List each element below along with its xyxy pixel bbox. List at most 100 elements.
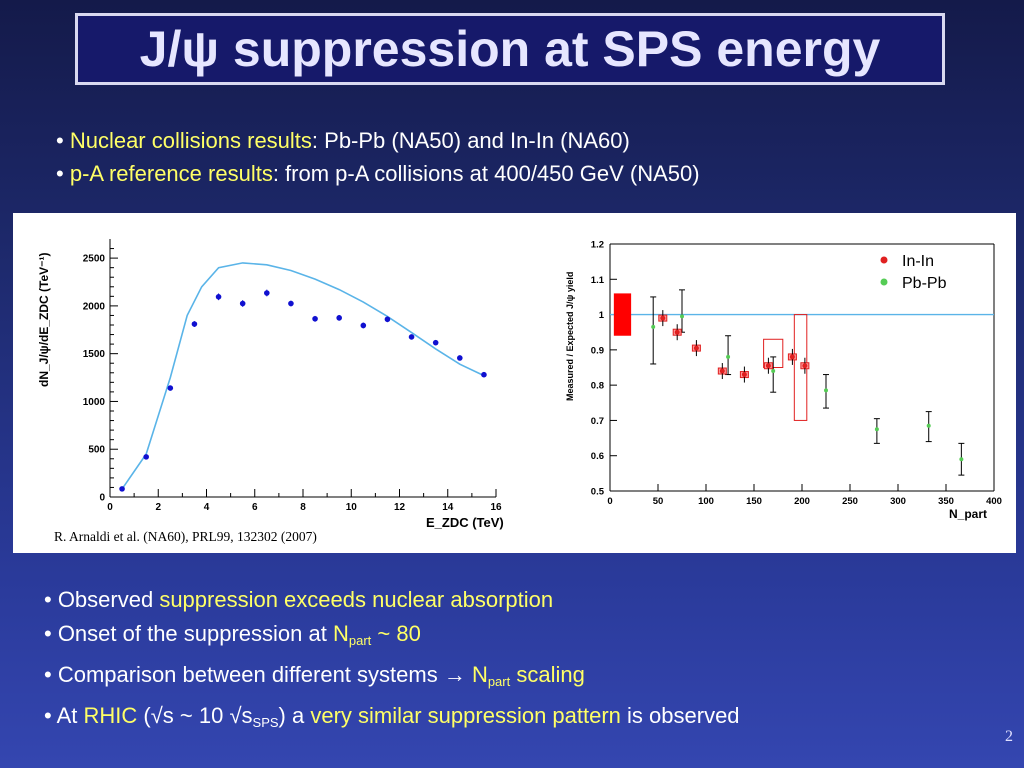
highlight-text: suppression exceeds nuclear absorption [159,587,554,612]
legend-pbpb-marker [880,278,888,286]
top-bullet-2: • p-A reference results: from p-A collis… [56,157,700,190]
bottom-bullet-3: • Comparison between different systems →… [44,658,740,699]
bullet-text: • Observed [44,587,160,612]
inin-point [802,363,808,369]
highlight-text: RHIC [83,703,138,728]
npart-sub: part [487,674,511,689]
npart-n: N [332,621,349,646]
pbpb-point [874,427,879,432]
npart-n: N [471,662,488,687]
highlight-text: Npart scaling [471,662,585,689]
y-tick-label: 0 [99,493,105,504]
y-tick-label: 0.8 [591,381,604,392]
inin-point [765,363,771,369]
bottom-bullet-4: • At RHIC (√s ~ 10 √sSPS) a very similar… [44,699,740,740]
data-point [432,339,439,346]
x-axis-label: E_ZDC (TeV) [426,515,504,530]
data-point [167,385,174,391]
x-tick-label: 2 [155,502,161,513]
top-bullets: • Nuclear collisions results: Pb-Pb (NA5… [56,124,700,190]
bottom-bullet-1: • Observed suppression exceeds nuclear a… [44,583,740,617]
y-axis-label: dN_J/ψ/dE_ZDC (TeV⁻¹) [37,253,51,388]
bullet-text: • Comparison between different systems → [44,662,472,687]
sps-sub: SPS [252,715,279,730]
data-point [215,294,222,300]
data-point [288,300,294,307]
legend-pbpb-label: Pb-Pb [902,275,947,292]
citation: R. Arnaldi et al. (NA60), PRL99, 132302 … [54,529,317,544]
x-tick-label: 400 [986,496,1002,507]
x-tick-label: 250 [842,496,858,507]
y-tick-label: 1.1 [591,275,605,286]
highlight-text: Npart ~ 80 [332,621,421,648]
data-point [481,371,487,378]
x-tick-label: 200 [794,496,810,507]
data-point [384,316,391,323]
y-tick-label: 1000 [83,397,106,408]
inin-point [789,354,795,360]
legend-inin-marker [880,256,888,264]
bullet-text: (√s ~ 10 √s [137,703,253,728]
data-point [360,322,367,329]
npart-chart: 0 50 100 150 200 250 300 350 400 0.5 0.6 0.7 0.8 0.9 1… [565,240,1002,522]
y-tick-label: 500 [88,445,105,456]
y-tick-label: 2000 [83,301,106,312]
x-tick-label: 12 [394,502,406,513]
data-point [119,486,125,492]
bullet-text: : from p-A collisions at 400/450 GeV (NA… [272,161,700,186]
title-box: J/ψ suppression at SPS energy [75,13,945,85]
pbpb-point [651,324,656,329]
inin-point [674,329,680,335]
x-axis-label: N_part [949,507,987,521]
data-point [312,315,318,322]
y-tick-label: 1.2 [591,240,604,251]
inin-point [660,315,666,321]
bottom-bullets: • Observed suppression exceeds nuclear a… [44,583,740,740]
x-tick-label: 4 [204,502,210,513]
bullet-text: : Pb-Pb (NA50) and In-In (NA60) [311,128,630,153]
inin-point [741,372,747,378]
pbpb-point [680,314,684,319]
x-tick-label: 150 [746,496,762,507]
bottom-bullet-2: • Onset of the suppression at Npart ~ 80 [44,617,740,658]
bullet-text: is observed [620,703,740,728]
x-tick-label: 100 [698,496,714,507]
legend-inin-label: In-In [902,253,934,270]
bullet-text: • At [44,703,84,728]
slide-title: J/ψ suppression at SPS energy [139,21,881,77]
y-axis-label: Measured / Expected J/ψ yield [565,272,575,401]
pbpb-point [771,369,776,374]
npart-rest: ~ 80 [371,621,421,646]
y-tick-label: 2500 [83,254,106,265]
data-point [336,315,342,321]
slide-number: 2 [1005,728,1013,745]
x-tick-label: 350 [938,496,954,507]
data-point [264,290,270,296]
bullet-mark: • [56,161,64,186]
pbpb-point [726,354,731,359]
bullet-text: • Onset of the suppression at [44,621,333,646]
model-curve [121,262,485,490]
y-tick-label: 0.6 [591,451,604,462]
reference-band [613,293,632,336]
pbpb-point [959,457,964,462]
top-bullet-1: • Nuclear collisions results: Pb-Pb (NA5… [56,124,700,157]
zdc-chart: 0 2 4 6 8 10 12 14 16 0 500 1000 1500 2000 2500 E_ZDC (… [37,239,504,530]
npart-rest: scaling [510,662,585,687]
y-tick-label: 1500 [83,349,106,360]
data-point [191,321,198,327]
x-tick-label: 8 [300,502,306,513]
y-tick-label: 0.9 [591,345,604,356]
pbpb-point [926,423,931,428]
y-tick-label: 0.5 [591,487,605,498]
inin-point [719,368,725,374]
y-tick-label: 1 [599,310,605,321]
x-tick-label: 300 [890,496,906,507]
x-tick-label: 50 [653,496,664,507]
highlight-text: Nuclear collisions results [69,128,312,153]
bullet-mark: • [56,128,64,153]
x-tick-label: 0 [607,496,612,507]
data-point [457,355,463,361]
data-point [408,334,415,340]
bullet-text: ) a [278,703,311,728]
